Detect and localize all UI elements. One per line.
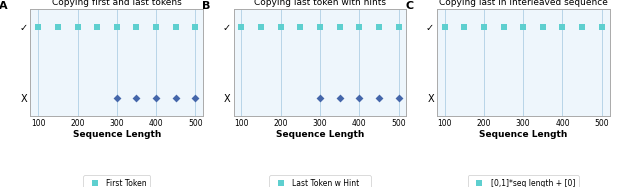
- Point: [374, 26, 384, 29]
- Legend: [0,1]*seq length + [0], [1,0]*seq length + [0]: [0,1]*seq length + [0], [1,0]*seq length…: [468, 175, 579, 187]
- X-axis label: Sequence Length: Sequence Length: [72, 131, 161, 140]
- X-axis label: Sequence Length: Sequence Length: [479, 131, 568, 140]
- Point: [190, 26, 200, 29]
- Point: [276, 26, 286, 29]
- Point: [354, 97, 364, 100]
- Point: [315, 97, 325, 100]
- Point: [518, 26, 529, 29]
- X-axis label: Sequence Length: Sequence Length: [276, 131, 364, 140]
- Legend: Last Token w Hint, Last Token w/o Hint: Last Token w Hint, Last Token w/o Hint: [269, 175, 371, 187]
- Point: [190, 97, 200, 100]
- Point: [394, 26, 404, 29]
- Point: [374, 97, 384, 100]
- Point: [315, 26, 325, 29]
- Legend: First Token, Last Token: First Token, Last Token: [83, 175, 150, 187]
- Text: B: B: [202, 1, 211, 11]
- Point: [111, 26, 122, 29]
- Point: [538, 26, 548, 29]
- Point: [72, 26, 83, 29]
- Point: [92, 26, 102, 29]
- Text: C: C: [406, 1, 414, 11]
- Point: [335, 97, 345, 100]
- Point: [171, 26, 181, 29]
- Title: Copying last token with hints: Copying last token with hints: [254, 0, 386, 7]
- Point: [394, 97, 404, 100]
- Point: [151, 26, 161, 29]
- Point: [499, 26, 509, 29]
- Point: [479, 26, 489, 29]
- Point: [295, 26, 305, 29]
- Title: Copying first and last tokens: Copying first and last tokens: [52, 0, 182, 7]
- Point: [577, 26, 588, 29]
- Point: [151, 97, 161, 100]
- Point: [596, 26, 607, 29]
- Point: [354, 26, 364, 29]
- Point: [256, 26, 266, 29]
- Point: [440, 26, 450, 29]
- Point: [335, 26, 345, 29]
- Text: A: A: [0, 1, 8, 11]
- Title: Copying last in interleaved sequence: Copying last in interleaved sequence: [439, 0, 607, 7]
- Point: [131, 97, 141, 100]
- Point: [557, 26, 568, 29]
- Point: [111, 97, 122, 100]
- Point: [52, 26, 63, 29]
- Point: [459, 26, 469, 29]
- Point: [33, 26, 44, 29]
- Point: [236, 26, 246, 29]
- Point: [171, 97, 181, 100]
- Point: [131, 26, 141, 29]
